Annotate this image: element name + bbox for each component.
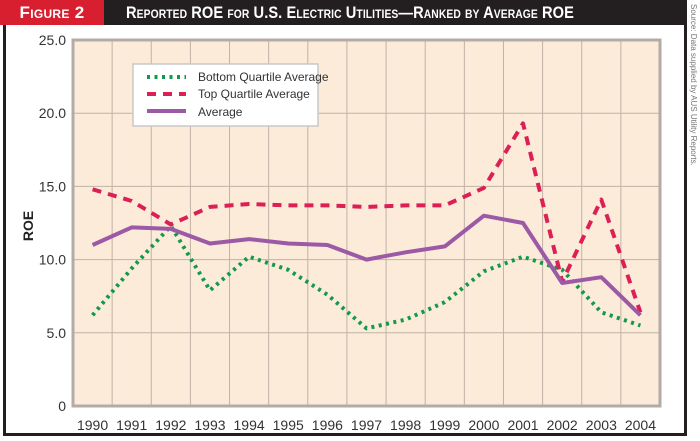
data-point-average	[208, 241, 212, 245]
y-tick-label: 0	[58, 398, 66, 414]
x-tick-label: 1996	[312, 417, 343, 433]
x-tick-label: 1994	[234, 417, 265, 433]
title-bar	[0, 0, 687, 25]
data-point-top-quartile-average	[169, 222, 173, 226]
data-point-bottom-quartile-average	[521, 255, 525, 259]
data-point-average	[130, 225, 134, 229]
data-point-bottom-quartile-average	[208, 288, 212, 292]
y-tick-label: 5.0	[47, 325, 67, 341]
data-point-top-quartile-average	[482, 186, 486, 190]
data-point-average	[365, 258, 369, 262]
x-tick-label: 2000	[468, 417, 499, 433]
data-point-top-quartile-average	[599, 198, 603, 202]
data-point-average	[404, 250, 408, 254]
data-point-top-quartile-average	[247, 202, 251, 206]
data-point-average	[638, 313, 642, 317]
data-point-top-quartile-average	[130, 199, 134, 203]
y-axis-label: ROE	[20, 211, 36, 241]
data-point-bottom-quartile-average	[365, 326, 369, 330]
x-tick-label: 2001	[507, 417, 538, 433]
legend-label-bottom-quartile: Bottom Quartile Average	[198, 70, 329, 84]
data-point-average	[169, 227, 173, 231]
y-tick-label: 20.0	[39, 105, 66, 121]
data-point-average	[482, 214, 486, 218]
plot-frame	[71, 38, 662, 408]
data-point-top-quartile-average	[404, 203, 408, 207]
legend-label-top-quartile: Top Quartile Average	[198, 87, 310, 101]
data-point-top-quartile-average	[365, 205, 369, 209]
legend-label-average: Average	[198, 105, 243, 119]
data-point-bottom-quartile-average	[443, 300, 447, 304]
x-tick-label: 1997	[351, 417, 382, 433]
data-point-average	[247, 237, 251, 241]
data-point-average	[286, 241, 290, 245]
data-point-top-quartile-average	[325, 203, 329, 207]
x-tick-label: 1998	[390, 417, 421, 433]
x-tick-label: 2002	[547, 417, 578, 433]
series-line-average	[91, 213, 642, 317]
y-tick-label: 25.0	[39, 32, 66, 48]
data-point-bottom-quartile-average	[599, 310, 603, 314]
x-tick-label: 1999	[429, 417, 460, 433]
data-point-bottom-quartile-average	[247, 255, 251, 259]
data-point-average	[599, 275, 603, 279]
data-point-bottom-quartile-average	[404, 318, 408, 322]
chart-title: Reported ROE for U.S. Electric Utilities…	[126, 3, 574, 22]
data-point-top-quartile-average	[91, 187, 95, 191]
figure-label: Figure 2	[0, 0, 104, 25]
series-line-top-quartile-average	[92, 121, 643, 313]
data-point-bottom-quartile-average	[130, 266, 134, 270]
data-point-bottom-quartile-average	[638, 323, 642, 327]
x-tick-label: 1992	[155, 417, 186, 433]
x-tick-label: 2003	[586, 417, 617, 433]
data-point-bottom-quartile-average	[482, 269, 486, 273]
data-point-top-quartile-average	[286, 203, 290, 207]
x-tick-label: 1995	[273, 417, 304, 433]
data-point-top-quartile-average	[521, 121, 525, 125]
data-point-top-quartile-average	[208, 205, 212, 209]
data-point-average	[443, 244, 447, 248]
data-point-average	[325, 243, 329, 247]
x-tick-label: 1991	[116, 417, 147, 433]
y-tick-label: 15.0	[39, 178, 66, 194]
source-note: Source: Data supplied by AUS Utility Rep…	[689, 4, 698, 166]
data-point-bottom-quartile-average	[91, 313, 95, 317]
legend: Bottom Quartile Average Top Quartile Ave…	[132, 63, 329, 127]
data-point-bottom-quartile-average	[286, 268, 290, 272]
data-point-top-quartile-average	[443, 203, 447, 207]
x-tick-label: 1990	[77, 417, 108, 433]
data-point-average	[521, 221, 525, 225]
data-point-average	[560, 281, 564, 285]
data-point-bottom-quartile-average	[325, 293, 329, 297]
x-tick-label: 2004	[625, 417, 656, 433]
x-tick-label: 1993	[194, 417, 225, 433]
y-tick-label: 10.0	[39, 252, 66, 268]
data-point-average	[91, 243, 95, 247]
